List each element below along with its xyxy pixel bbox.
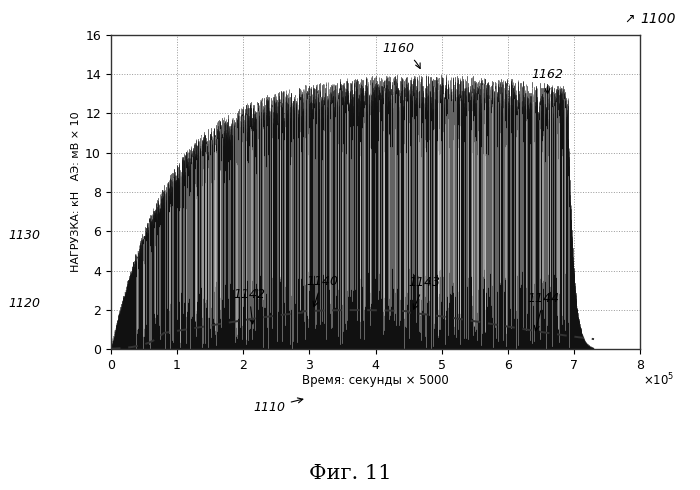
Text: 1110: 1110 [254, 398, 303, 414]
Text: 1120: 1120 [8, 297, 41, 310]
Text: $\times10^5$: $\times10^5$ [643, 371, 674, 388]
Text: 1140: 1140 [306, 274, 338, 307]
Text: 1162: 1162 [531, 68, 563, 94]
Y-axis label: НАГРУЗКА: кН   АЭ: мВ × 10: НАГРУЗКА: кН АЭ: мВ × 10 [71, 112, 81, 272]
Text: 1144: 1144 [528, 292, 560, 331]
Text: ↗: ↗ [624, 12, 636, 25]
Text: 1160: 1160 [382, 43, 420, 69]
Text: 1100: 1100 [640, 12, 676, 26]
Text: 1143: 1143 [409, 276, 441, 309]
Text: Фиг. 11: Фиг. 11 [309, 464, 391, 483]
Text: 1142: 1142 [233, 288, 265, 324]
Text: 1130: 1130 [8, 229, 41, 242]
X-axis label: Время: секунды × 5000: Время: секунды × 5000 [302, 373, 449, 387]
